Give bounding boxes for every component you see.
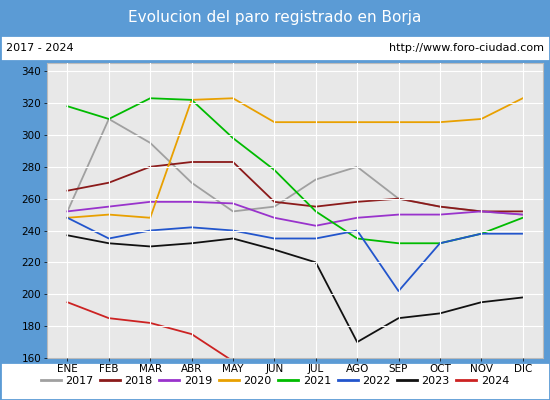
Text: 2017 - 2024: 2017 - 2024 [6,43,73,53]
Text: http://www.foro-ciudad.com: http://www.foro-ciudad.com [389,43,544,53]
Legend: 2017, 2018, 2019, 2020, 2021, 2022, 2023, 2024: 2017, 2018, 2019, 2020, 2021, 2022, 2023… [36,372,514,390]
Text: Evolucion del paro registrado en Borja: Evolucion del paro registrado en Borja [128,10,422,25]
